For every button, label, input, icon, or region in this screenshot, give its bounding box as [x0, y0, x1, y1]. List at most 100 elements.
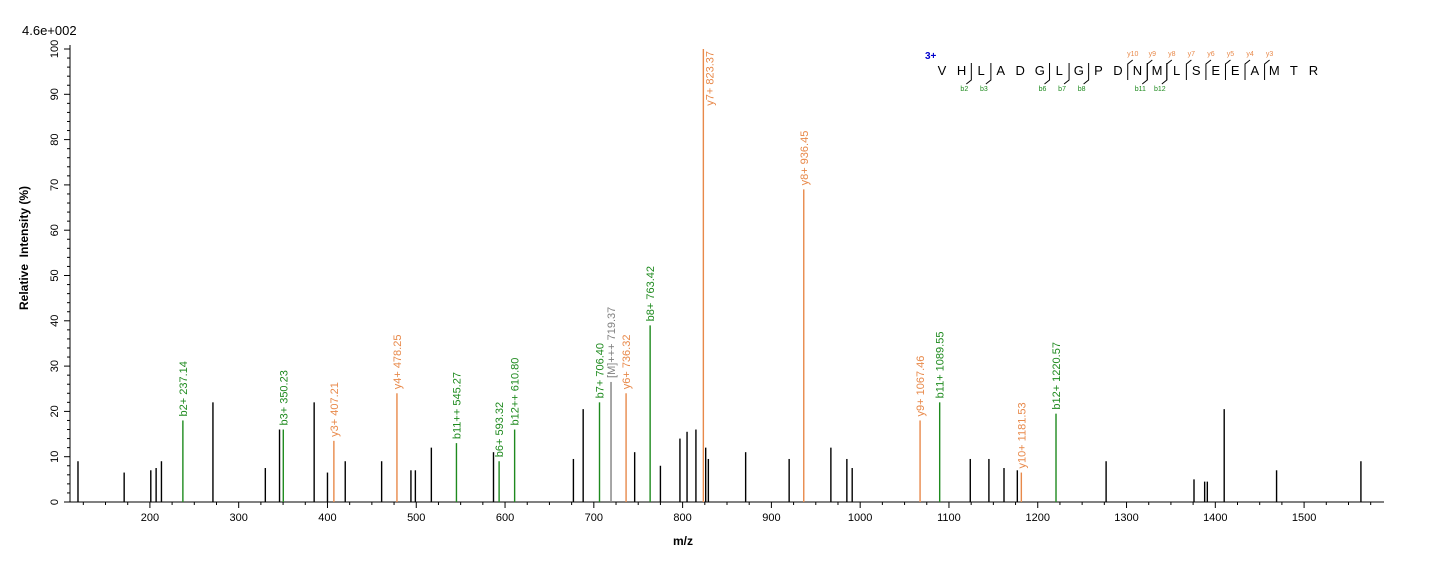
y-ion-bracket — [1264, 59, 1270, 80]
sequence-residue: G — [1074, 63, 1084, 78]
peak-label: y8+ 936.45 — [799, 131, 811, 186]
peak-label: b11++ 545.27 — [451, 372, 463, 439]
x-tick-label: 400 — [318, 512, 336, 524]
b-ion-bracket — [1141, 63, 1148, 85]
peak-label: b7+ 706.40 — [595, 343, 607, 398]
charge-state: 3+ — [925, 51, 937, 62]
y-ion-bracket — [1205, 59, 1212, 80]
y-ion-label: y3 — [1266, 51, 1274, 58]
max-intensity-label: 4.6e+002 — [22, 23, 77, 38]
peak-label: b11+ 1089.55 — [935, 332, 947, 399]
b-ion-bracket — [1063, 63, 1070, 85]
peak-label: b6+ 593.32 — [494, 402, 506, 457]
sequence-residue: A — [996, 63, 1005, 78]
chart-peak-labels: b2+ 237.14 b3+ 350.23 y3+ 407.21 y4+ 478.25… — [178, 51, 1063, 469]
x-tick-label: 600 — [496, 512, 514, 524]
peak-label: [M]+++ 719.37 — [606, 307, 618, 378]
peak-label: y6+ 736.32 — [621, 335, 633, 390]
x-tick-label: 900 — [762, 512, 780, 524]
b-ion-label: b7 — [1058, 86, 1066, 93]
chart-axes: 200 300 400 500 600 700 800 900 1000 1100 1200 1300… — [49, 40, 1384, 524]
y-tick-label: 0 — [49, 499, 61, 505]
y-ion-bracket — [1146, 59, 1153, 80]
sequence-residue: R — [1309, 63, 1318, 78]
y-tick-label: 10 — [49, 451, 61, 463]
sequence-residue: M — [1152, 63, 1163, 78]
sequence-residue: L — [1056, 63, 1063, 78]
b-ion-bracket — [985, 63, 992, 85]
y-tick-label: 30 — [49, 360, 61, 372]
y-ion-bracket — [1185, 59, 1192, 80]
y-tick-label: 20 — [49, 405, 61, 417]
sequence-residue: M — [1269, 63, 1280, 78]
x-tick-label: 200 — [141, 512, 159, 524]
sequence-residue: L — [977, 63, 984, 78]
sequence-residue: D — [1016, 63, 1025, 78]
x-tick-label: 300 — [230, 512, 248, 524]
x-axis-title: m/z — [673, 534, 693, 548]
y-ion-label: y6 — [1207, 51, 1215, 58]
y-ion-bracket — [1166, 59, 1173, 80]
peak-label: y9+ 1067.46 — [915, 356, 927, 417]
y-tick-label: 40 — [49, 315, 61, 327]
y-ion-bracket — [1127, 59, 1134, 80]
y-tick-label: 60 — [49, 224, 61, 236]
x-tick-label: 700 — [585, 512, 603, 524]
chart-peaks — [77, 49, 1362, 502]
y-ion-label: y9 — [1149, 51, 1157, 58]
x-tick-label: 1300 — [1114, 512, 1138, 524]
sequence-residue: H — [957, 63, 966, 78]
peak-label: b2+ 237.14 — [178, 361, 190, 416]
peak-label: y7+ 823.37 — [704, 51, 716, 106]
sequence-residue: E — [1231, 63, 1240, 78]
sequence-residue: N — [1133, 63, 1142, 78]
peptide-sequence-annotation: 3+V H L A D G L G P D N M L S E E A M T Rb2 b3 b6 b7 b8 b11 b12y1… — [925, 51, 1318, 93]
y-ion-label: y8 — [1168, 51, 1176, 58]
y-ion-bracket — [1244, 59, 1251, 80]
peak-label: b12++ 610.80 — [510, 358, 522, 426]
y-tick-label: 100 — [49, 40, 61, 58]
sequence-residue: V — [938, 63, 947, 78]
peak-label: b8+ 763.42 — [645, 266, 657, 321]
b-ion-bracket — [966, 63, 972, 85]
y-ion-bracket — [1224, 59, 1231, 80]
peak-label: b12+ 1220.57 — [1051, 342, 1063, 410]
y-tick-label: 50 — [49, 269, 61, 281]
y-ion-label: y5 — [1227, 51, 1235, 58]
y-ion-label: y7 — [1188, 51, 1196, 58]
b-ion-bracket — [1083, 63, 1090, 85]
peak-label: b3+ 350.23 — [278, 370, 290, 425]
b-ion-label: b11 — [1135, 86, 1146, 93]
x-tick-label: 800 — [673, 512, 691, 524]
y-axis-title: Relative Intensity (%) — [17, 186, 31, 310]
b-ion-bracket — [1161, 63, 1168, 85]
b-ion-label: b2 — [960, 86, 968, 93]
x-tick-label: 500 — [407, 512, 425, 524]
y-tick-label: 70 — [49, 179, 61, 191]
y-ion-label: y4 — [1246, 51, 1254, 58]
sequence-residue: E — [1211, 63, 1220, 78]
peak-label: y10+ 1181.53 — [1016, 402, 1028, 468]
sequence-residue: S — [1192, 63, 1201, 78]
x-tick-label: 1200 — [1026, 512, 1050, 524]
peak-label: y4+ 478.25 — [392, 335, 404, 390]
y-tick-label: 80 — [49, 133, 61, 145]
b-ion-label: b12 — [1154, 86, 1166, 93]
x-tick-label: 1100 — [937, 512, 961, 524]
b-ion-label: b3 — [980, 86, 988, 93]
sequence-residue: D — [1113, 63, 1122, 78]
b-ion-label: b6 — [1039, 86, 1047, 93]
sequence-residue: L — [1173, 63, 1180, 78]
sequence-residue: T — [1290, 63, 1298, 78]
y-ion-label: y10 — [1127, 51, 1138, 58]
sequence-residue: G — [1035, 63, 1045, 78]
b-ion-bracket — [1044, 63, 1051, 85]
x-tick-label: 1400 — [1203, 512, 1227, 524]
b-ion-label: b8 — [1078, 86, 1086, 93]
peak-label: y3+ 407.21 — [329, 382, 341, 437]
y-tick-label: 90 — [49, 88, 61, 100]
sequence-residue: A — [1250, 63, 1259, 78]
x-tick-label: 1500 — [1292, 512, 1316, 524]
sequence-residue: P — [1094, 63, 1103, 78]
